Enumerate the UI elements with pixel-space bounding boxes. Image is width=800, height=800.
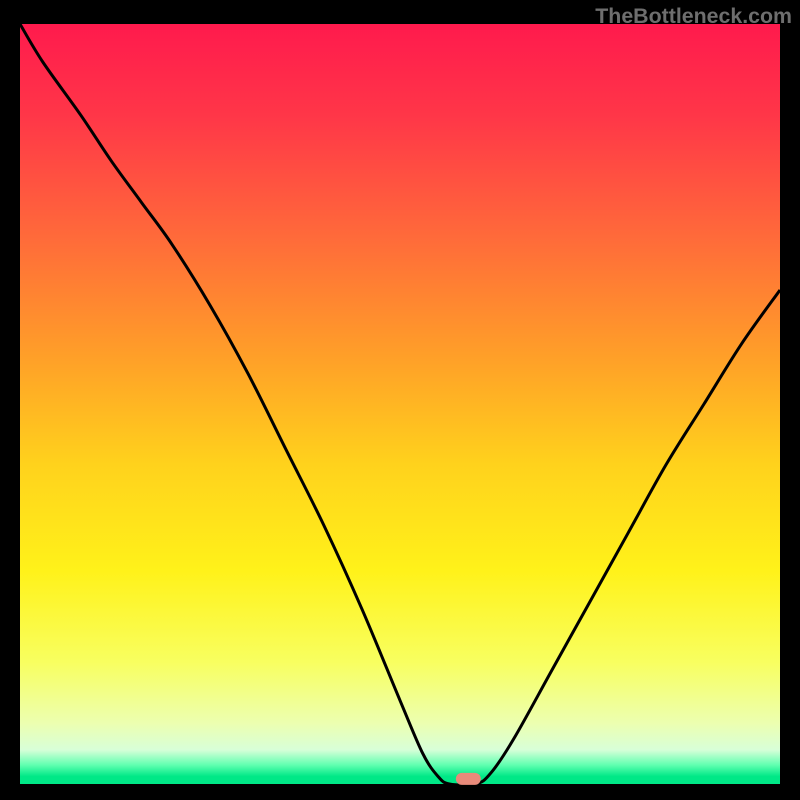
bottleneck-curve <box>20 24 780 784</box>
plot-area <box>20 24 780 784</box>
curve-layer <box>20 24 780 784</box>
watermark-text: TheBottleneck.com <box>595 4 792 29</box>
chart-frame: TheBottleneck.com <box>0 0 800 800</box>
optimal-marker <box>456 773 480 785</box>
